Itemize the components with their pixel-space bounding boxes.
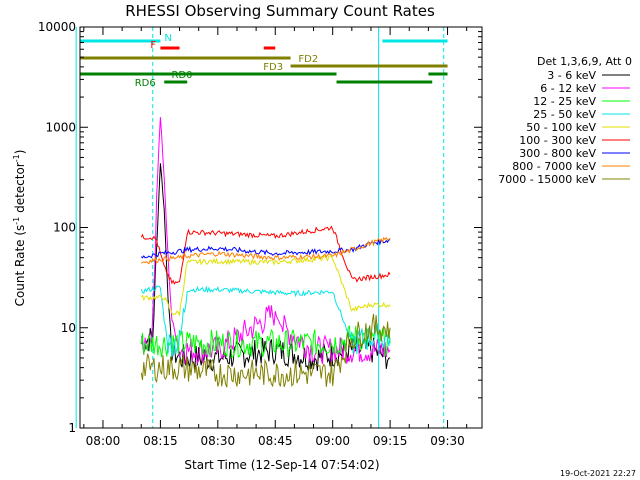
- series-line-25-50-kev: [140, 285, 391, 358]
- x-tick-label: 08:15: [143, 434, 178, 448]
- legend-label: 300 - 800 keV: [519, 147, 596, 160]
- flag-bar-label-fd3: FD3: [263, 62, 283, 73]
- y-axis-label-mid: detector: [13, 162, 27, 217]
- flag-bars: NF FD2 FD3 RD0 RD6: [80, 33, 448, 89]
- y-tick-label: 1000: [45, 120, 76, 134]
- series-line-12-25-kev: [140, 325, 391, 358]
- y-axis-label-sup1: -1: [12, 217, 21, 225]
- axes: 1 10 100 1000 10000 08:00 08:15 08:30 08:45 09:00…: [38, 20, 483, 448]
- legend-label: 25 - 50 keV: [533, 108, 596, 121]
- legend-label: 50 - 100 keV: [526, 121, 596, 134]
- legend-label: 3 - 6 keV: [547, 69, 596, 82]
- y-axis-label-main: Count Rate (s: [13, 225, 27, 307]
- legend-label: 800 - 7000 keV: [512, 160, 596, 173]
- legend-label: 7000 - 15000 keV: [498, 173, 596, 186]
- series-line-7000-15000-kev: [140, 313, 391, 388]
- x-tick-label: 08:00: [86, 434, 121, 448]
- legend-label: 6 - 12 keV: [540, 82, 596, 95]
- legend-label: 100 - 300 keV: [519, 134, 596, 147]
- y-axis-label: Count Rate (s-1 detector-1): [12, 150, 27, 307]
- series-line-100-300-kev: [140, 225, 391, 285]
- y-tick-label: 10000: [38, 20, 76, 34]
- series-line-50-100-kev: [140, 255, 391, 317]
- flag-bar-label-n: N: [164, 33, 171, 44]
- legend-title: Det 1,3,6,9, Att 0: [537, 55, 632, 68]
- y-axis-label-sup2: -1: [12, 154, 21, 162]
- flag-bar-label-rd0: RD0: [172, 70, 193, 81]
- flag-bar-label-fd2: FD2: [298, 54, 318, 65]
- flag-bar-label-f: F: [150, 40, 156, 51]
- x-axis-label: Start Time (12-Sep-14 07:54:02): [184, 458, 379, 472]
- plot-area: [75, 27, 445, 428]
- flag-bar-label-rd6: RD6: [135, 78, 156, 89]
- legend-label: 12 - 25 keV: [533, 95, 596, 108]
- x-tick-label: 09:30: [430, 434, 465, 448]
- series-line-6-12-kev: [140, 117, 391, 365]
- x-tick-label: 08:30: [201, 434, 236, 448]
- series-line-800-7000-kev: [140, 236, 391, 265]
- x-tick-label: 09:15: [373, 434, 408, 448]
- x-tick-label: 09:00: [315, 434, 350, 448]
- chart-title: RHESSI Observing Summary Count Rates: [125, 2, 435, 20]
- x-tick-label: 08:45: [258, 434, 293, 448]
- y-tick-label: 10: [61, 321, 76, 335]
- y-tick-label: 100: [53, 221, 76, 235]
- timestamp-stamp: 19-Oct-2021 22:27: [560, 469, 636, 478]
- series-group: [140, 117, 391, 388]
- y-tick-label: 1: [68, 421, 76, 435]
- y-axis-label-end: ): [13, 150, 27, 155]
